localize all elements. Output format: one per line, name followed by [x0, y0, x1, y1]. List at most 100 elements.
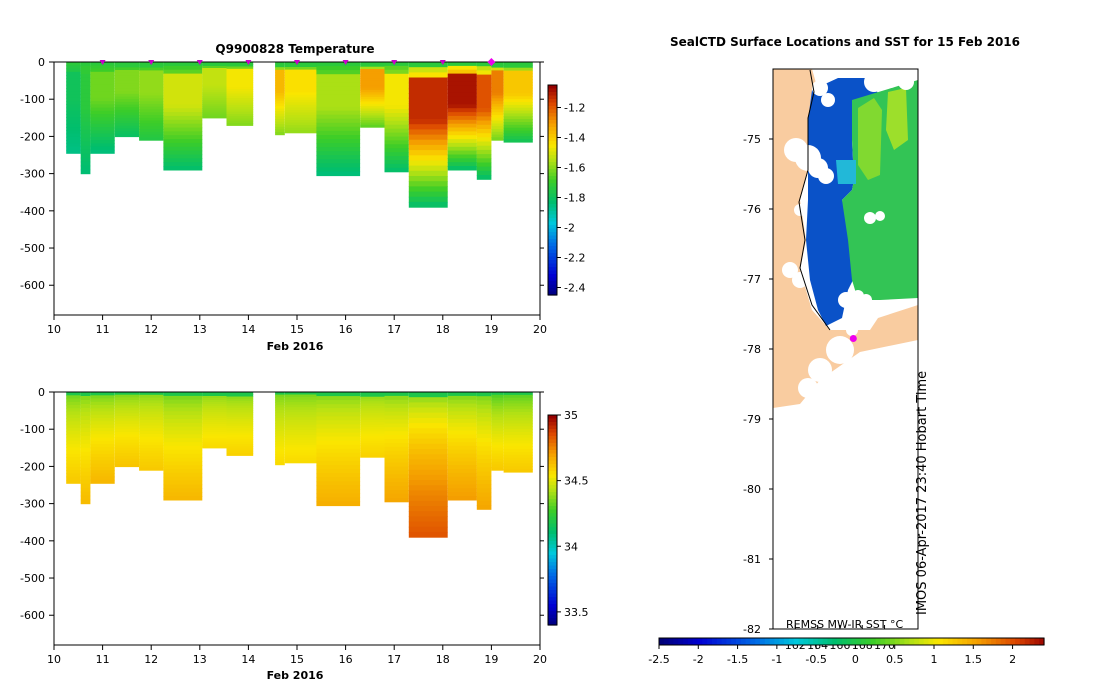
profile-9-band: [284, 445, 317, 449]
profile-7-band: [226, 77, 254, 81]
profile-4-band: [139, 76, 164, 80]
y-tick-label: -300: [20, 498, 45, 511]
profile-8-band: [275, 132, 285, 136]
profile-6-band: [202, 441, 227, 445]
colorbar-swatch: [548, 485, 557, 490]
profile-5-band: [163, 415, 203, 420]
profile-9-band: [284, 120, 317, 124]
profile-15-band: [476, 158, 492, 164]
profile-4-band: [139, 64, 164, 69]
profile-11-band: [360, 419, 385, 423]
profile-4-band: [139, 92, 164, 97]
profile-7-band: [226, 71, 254, 74]
profile-8-band: [275, 87, 285, 92]
profile-12-band: [384, 399, 409, 405]
profile-7-band: [226, 441, 254, 445]
profile-16-band: [491, 112, 504, 116]
colorbar-swatch: [548, 144, 557, 149]
profile-0-band: [66, 97, 81, 102]
profile-7-band: [226, 434, 254, 438]
profile-9-band: [284, 127, 317, 131]
profile-4-band: [139, 436, 164, 440]
profile-13-band: [408, 72, 448, 79]
profile-7-band: [226, 437, 254, 441]
profile-9-band: [284, 399, 317, 403]
profile-16-band: [491, 129, 504, 133]
sst-colorbar-swatch: [914, 638, 920, 645]
profile-3-band: [114, 397, 140, 401]
profile-11-band: [360, 392, 385, 395]
profile-2-band: [90, 395, 115, 400]
y-tick-label: -600: [20, 279, 45, 292]
colorbar-swatch: [548, 256, 557, 261]
profile-7-band: [226, 118, 254, 122]
current-surface-marker: [487, 58, 496, 66]
profile-8-band: [275, 462, 285, 466]
profile-5-band: [163, 469, 203, 474]
salinity-y-axis: 0 -100 -200 -300 -400 -500 -600: [20, 386, 544, 622]
profile-4-band: [139, 414, 164, 418]
profile-10-band: [316, 167, 361, 173]
profile-2-band: [90, 140, 115, 144]
profile-4-band: [139, 467, 164, 471]
profile-1-band: [80, 121, 91, 127]
profile-16-band: [491, 394, 504, 399]
colorbar-swatch: [548, 109, 557, 114]
profile-8-band: [275, 90, 285, 94]
colorbar-swatch: [548, 246, 557, 251]
sst-colorbar-tick-label: -0.5: [805, 653, 826, 666]
profile-8-band: [275, 98, 285, 102]
sst-colorbar-tick-label: -2: [693, 653, 704, 666]
profile-6-band: [202, 400, 227, 403]
profile-8-band: [275, 433, 285, 437]
profile-0-band: [66, 110, 81, 115]
profile-5-band: [163, 127, 203, 132]
profile-6-band: [202, 419, 227, 423]
x-tick-label: 18: [436, 323, 450, 336]
sst-colorbar-swatch: [678, 638, 684, 645]
profile-2-band: [90, 107, 115, 112]
profile-4-band: [139, 394, 164, 399]
profile-15-band: [476, 103, 492, 109]
sst-colorbar-swatch: [962, 638, 968, 645]
profile-4-band: [139, 431, 164, 435]
profile-13-band: [408, 103, 448, 110]
sst-colorbar-swatch: [784, 638, 790, 645]
profile-3-band: [114, 437, 140, 441]
sst-map-title: SealCTD Surface Locations and SST for 15…: [670, 35, 1020, 49]
profile-15-band: [476, 412, 492, 418]
colorbar-swatch: [548, 548, 557, 553]
profile-9-band: [284, 457, 317, 461]
profile-10-band: [316, 151, 361, 156]
sst-colorbar-swatch: [841, 638, 848, 645]
profile-3-band: [114, 83, 140, 87]
profile-2-band: [90, 133, 115, 138]
colorbar-tick-label: 34: [564, 540, 578, 553]
profile-14-band: [447, 81, 477, 86]
profile-3-band: [114, 455, 140, 460]
profile-16-band: [491, 459, 504, 463]
profile-3-band: [114, 394, 140, 398]
profile-16-band: [491, 425, 504, 429]
profile-10-band: [316, 135, 361, 140]
profile-4-band: [139, 131, 164, 136]
profile-12-band: [384, 77, 409, 83]
profile-10-band: [316, 501, 361, 507]
profile-12-band: [384, 69, 409, 75]
profile-4-band: [139, 134, 164, 138]
profile-1-band: [80, 396, 91, 401]
profile-5-band: [163, 445, 203, 451]
profile-16-band: [491, 439, 504, 443]
profile-15-band: [476, 78, 492, 84]
sst-colorbar-swatch: [947, 638, 954, 645]
profile-3-band: [114, 77, 140, 82]
profile-12-band: [384, 62, 409, 67]
profile-13-band: [408, 526, 448, 533]
profile-15-band: [476, 454, 492, 460]
sst-map-y-axis: -75 -76 -77 -78 -79 -80 -81 -82: [743, 133, 773, 636]
sst-colorbar-swatch: [957, 638, 963, 645]
profile-14-band: [447, 461, 477, 466]
profile-7-band: [226, 109, 254, 113]
profile-4-band: [139, 106, 164, 110]
profile-5-band: [163, 135, 203, 140]
